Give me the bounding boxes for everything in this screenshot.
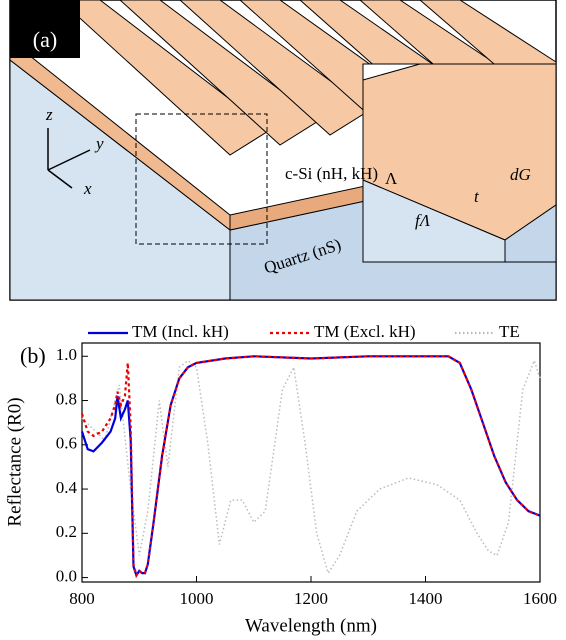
axis-x: x (83, 179, 92, 198)
inset-substrate-side (504, 204, 557, 263)
y-tick-label: 0.4 (56, 478, 78, 497)
y-tick-label: 0.0 (56, 566, 77, 585)
diagram: (a) z y x c-Si (nH, kH) Quartz (nS) Λ fΛ… (9, 0, 557, 301)
x-tick-label: 1600 (523, 589, 557, 608)
depth: dG (510, 165, 531, 184)
x-tick-label: 1400 (409, 589, 443, 608)
fill-period: fΛ (415, 211, 431, 230)
x-tick-label: 1000 (180, 589, 214, 608)
material-top: c-Si (nH, kH) (285, 164, 378, 183)
panel-label: (a) (33, 27, 57, 52)
y-axis-label: Reflectance (R0) (4, 397, 25, 526)
y-tick-label: 0.2 (56, 522, 77, 541)
x-axis-label: Wavelength (nm) (245, 615, 377, 636)
x-tick-label: 800 (69, 589, 95, 608)
thickness: t (474, 187, 480, 206)
legend-label: TM (Excl. kH) (314, 322, 416, 341)
x-tick-label: 1200 (294, 589, 328, 608)
legend-label: TE (499, 322, 520, 341)
panel-label: (b) (20, 343, 46, 368)
legend-label: TM (Incl. kH) (132, 322, 229, 341)
label-box (10, 0, 80, 58)
y-tick-label: 1.0 (56, 345, 77, 364)
axes-icon (47, 128, 91, 189)
series-line (80, 355, 541, 579)
period: Λ (385, 169, 398, 188)
axis-y: y (94, 134, 104, 153)
axis-z: z (45, 105, 53, 124)
y-tick-label: 0.6 (56, 434, 77, 453)
y-tick-label: 0.8 (56, 389, 77, 408)
zoom-box (135, 113, 268, 245)
